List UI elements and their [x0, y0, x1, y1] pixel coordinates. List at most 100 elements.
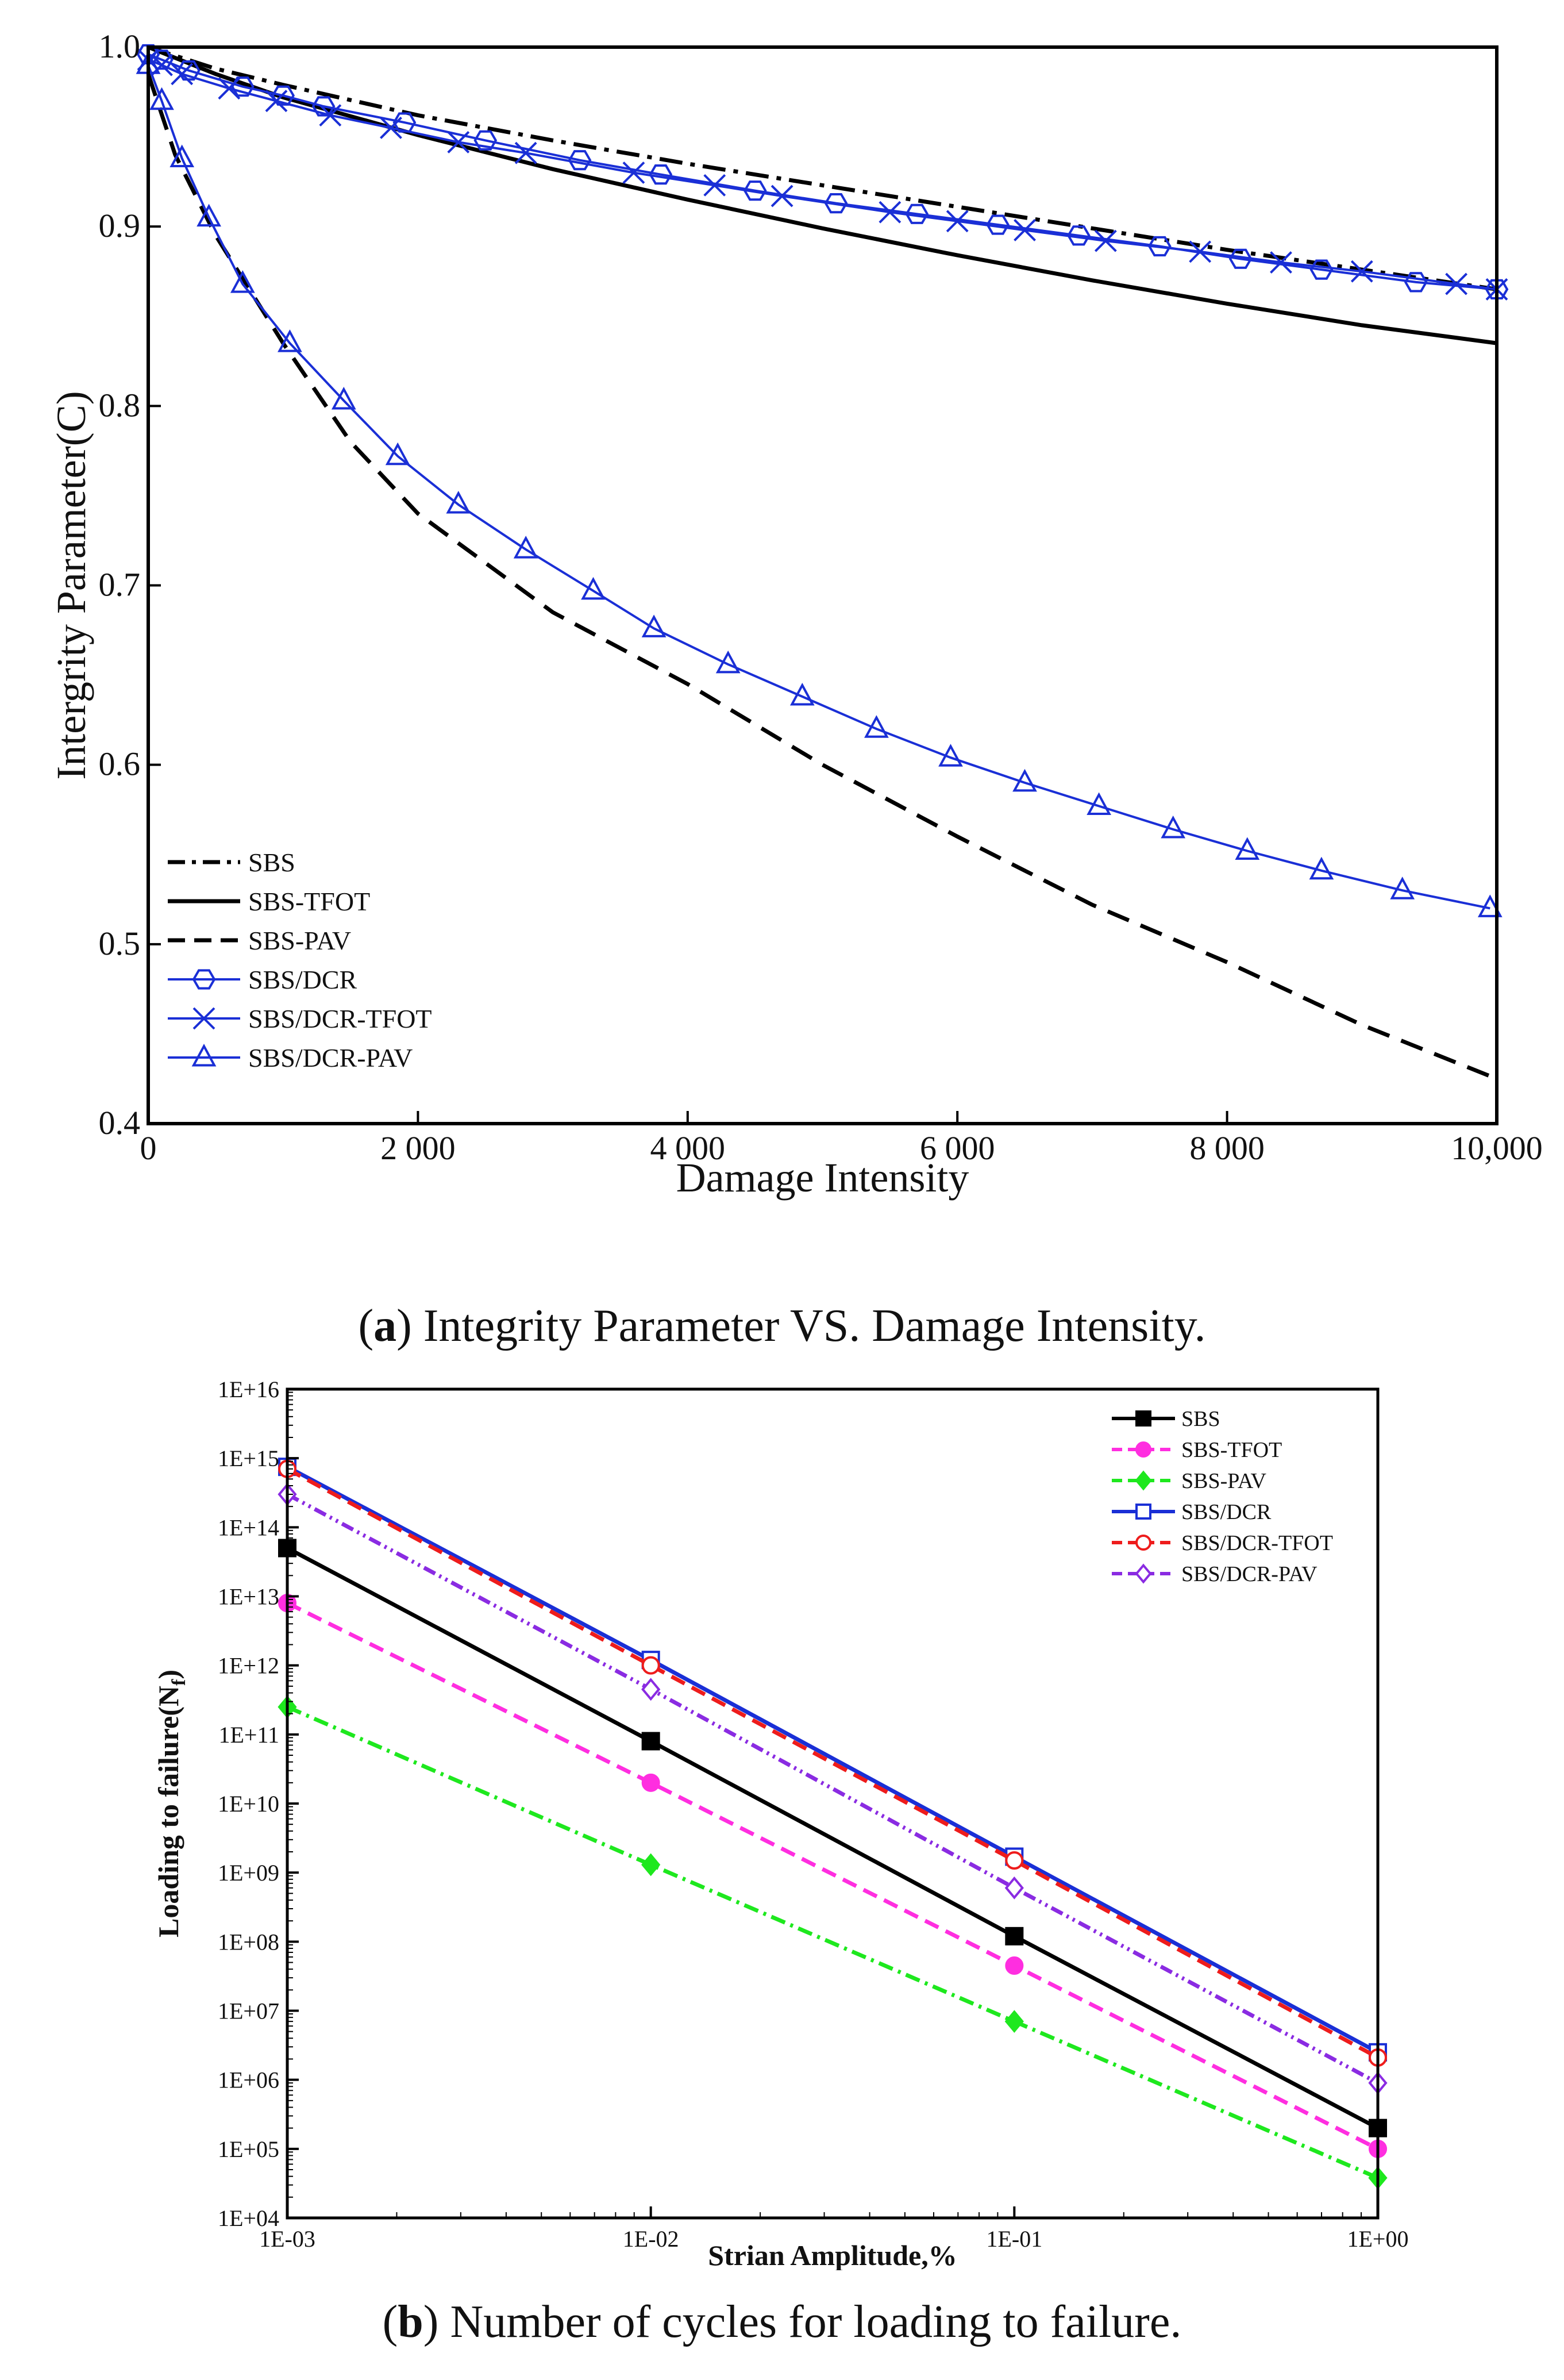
series-sbs-tfot	[147, 45, 1497, 345]
y-tick-label: 1E+09	[218, 1860, 279, 1886]
y-tick-label: 1E+16	[218, 1377, 279, 1402]
x-tick-label: 1E-03	[259, 2226, 315, 2252]
y-tick-label: 1E+10	[218, 1791, 279, 1817]
y-tick-label: 0.7	[99, 566, 141, 603]
point-sbs-dcr-pav	[1087, 792, 1111, 815]
x-tick-label: 0	[140, 1129, 157, 1167]
legend-label-sbs-dcr: SBS/DCR	[248, 965, 357, 994]
series-sbs-tfot	[278, 1594, 1387, 2158]
series-sbs	[147, 45, 1497, 291]
legend: SBS SBS-TFOT SBS-PAV SBS/DCR SBS/DCR-TFOT SBS…	[168, 848, 432, 1072]
legend-marker-sbs	[1135, 1410, 1151, 1427]
y-axis-label: Intergrity Parameter(C)	[48, 391, 94, 779]
y-tick-label: 1E+13	[218, 1584, 279, 1610]
y-tick-label: 1E+11	[218, 1722, 279, 1748]
y-axis-label-main: Loading to failure(N	[152, 1686, 184, 1937]
point-sbs-dcr-tfot	[514, 141, 537, 164]
series-sbs-dcr-pav	[136, 51, 1503, 917]
point-sbs-dcr-pav	[1235, 837, 1260, 860]
series-sbs-pav	[278, 1695, 1388, 2190]
legend-marker-sbs-dcr-pav	[191, 1043, 217, 1067]
caption-a: (a) Integrity Parameter VS. Damage Inten…	[358, 1301, 1206, 1351]
line-sbs	[286, 1546, 1379, 2130]
y-tick-label: 1E+05	[218, 2136, 279, 2162]
x-tick-label: 8 000	[1189, 1129, 1265, 1167]
point-sbs-dcr-pav	[331, 386, 356, 410]
point-sbs-dcr-pav	[1012, 768, 1037, 792]
line-sbs-pav	[286, 1705, 1379, 2180]
y-tick-label: 0.5	[99, 925, 141, 962]
legend: SBS SBS-TFOT SBS-PAV SBS/DCR SBS/DCR-TFOT SBS…	[1112, 1407, 1333, 1586]
point-sbs-dcr-pav	[938, 744, 963, 767]
point-sbs-dcr	[1228, 248, 1253, 269]
point-sbs-tfot	[1005, 1956, 1024, 1975]
x-tick-label: 10,000	[1451, 1129, 1543, 1167]
legend-marker-sbs-tfot	[1135, 1441, 1151, 1458]
legend-marker-sbs-pav	[1135, 1470, 1152, 1491]
y-tick-label: 1.0	[99, 28, 141, 65]
legend-label-sbs-tfot: SBS-TFOT	[1181, 1438, 1282, 1462]
series-sbs-dcr	[136, 44, 1509, 299]
chart-integrity-parameter: 0 2 000 4 000 6 000 8 000 10,000 0.4 0.5 0.6 0.7 0…	[48, 28, 1543, 1201]
series-sbs	[278, 1539, 1387, 2137]
point-sbs-dcr-tfot	[1014, 218, 1036, 241]
x-tick-label: 2 000	[380, 1129, 456, 1167]
legend-label-sbs-pav: SBS-PAV	[1181, 1469, 1266, 1493]
point-sbs-dcr-pav	[230, 270, 255, 293]
line-sbs-dcr	[148, 53, 1497, 291]
x-axis-label: Damage Intensity	[676, 1155, 969, 1201]
point-sbs-dcr-pav	[1161, 815, 1186, 839]
caption-a-text: ) Integrity Parameter VS. Damage Intensi…	[396, 1301, 1206, 1351]
x-tick-label: 1E-02	[623, 2226, 679, 2252]
line-sbs-dcr-tfot	[148, 59, 1497, 291]
caption-b: (b) Number of cycles for loading to fail…	[382, 2297, 1182, 2347]
point-sbs-dcr-pav	[385, 442, 410, 466]
x-tick-label: 4 000	[650, 1129, 726, 1167]
point-sbs-pav	[641, 1853, 661, 1877]
point-sbs-pav	[1004, 2010, 1024, 2033]
point-sbs-dcr	[1485, 279, 1509, 299]
y-axis-label-close: )	[152, 1670, 184, 1679]
plot-frame	[147, 45, 1498, 1125]
point-sbs-dcr-tfot	[380, 117, 402, 139]
point-sbs-dcr-tfot	[1189, 240, 1212, 263]
legend-label-sbs: SBS	[1181, 1407, 1220, 1431]
point-sbs-dcr-tfot	[641, 1656, 660, 1675]
x-tick-label: 1E+00	[1347, 2226, 1409, 2252]
point-sbs-dcr-tfot	[771, 184, 793, 207]
point-sbs-dcr-pav	[149, 87, 174, 110]
legend-marker-sbs-dcr-tfot	[1135, 1535, 1151, 1551]
legend-marker-sbs-dcr-pav	[1135, 1563, 1152, 1584]
point-sbs-tfot	[641, 1773, 660, 1792]
y-tick-label: 1E+07	[218, 1998, 279, 2024]
y-tick-label: 1E+12	[218, 1653, 279, 1679]
point-sbs-dcr-tfot	[218, 77, 241, 100]
y-tick-label: 1E+06	[218, 2067, 279, 2093]
point-sbs-dcr-pav	[278, 329, 302, 352]
point-sbs	[1005, 1927, 1024, 1945]
y-tick-label: 1E+04	[218, 2205, 279, 2231]
line-sbs-dcr-tfot	[286, 1467, 1379, 2059]
line-sbs-tfot	[286, 1601, 1379, 2151]
point-sbs-dcr-pav	[789, 682, 815, 706]
point-sbs-dcr	[1404, 272, 1428, 293]
legend-label-sbs-dcr-tfot: SBS/DCR-TFOT	[1181, 1531, 1333, 1555]
point-sbs-dcr-pav	[581, 576, 606, 600]
point-sbs-dcr-pav	[1309, 856, 1334, 880]
point-sbs-dcr-pav	[513, 536, 538, 559]
point-sbs-dcr-pav	[864, 715, 889, 738]
legend-label-sbs-dcr-tfot: SBS/DCR-TFOT	[248, 1004, 432, 1033]
point-sbs-dcr-pav	[1004, 1876, 1024, 1900]
y-axis-label: Loading to failure(Nf)	[152, 1670, 190, 1937]
chart-loading-to-failure: 1E+04 1E+05 1E+06 1E+07 1E+08 1E+09 1E+10 1E+11…	[152, 1377, 1409, 2270]
legend-marker-sbs-dcr-tfot	[192, 1007, 215, 1030]
point-sbs-dcr-tfot	[319, 104, 342, 127]
y-axis-label-sub: f	[168, 1679, 190, 1686]
legend-label-sbs-dcr-pav: SBS/DCR-PAV	[248, 1043, 413, 1072]
point-sbs-dcr-tfot	[1005, 1851, 1024, 1870]
point-sbs-dcr-pav	[641, 1678, 661, 1701]
y-tick-label: 1E+14	[218, 1514, 279, 1540]
point-sbs-dcr-tfot	[622, 162, 645, 184]
legend-label-sbs-dcr: SBS/DCR	[1181, 1500, 1272, 1524]
point-sbs-dcr-pav	[715, 650, 741, 674]
